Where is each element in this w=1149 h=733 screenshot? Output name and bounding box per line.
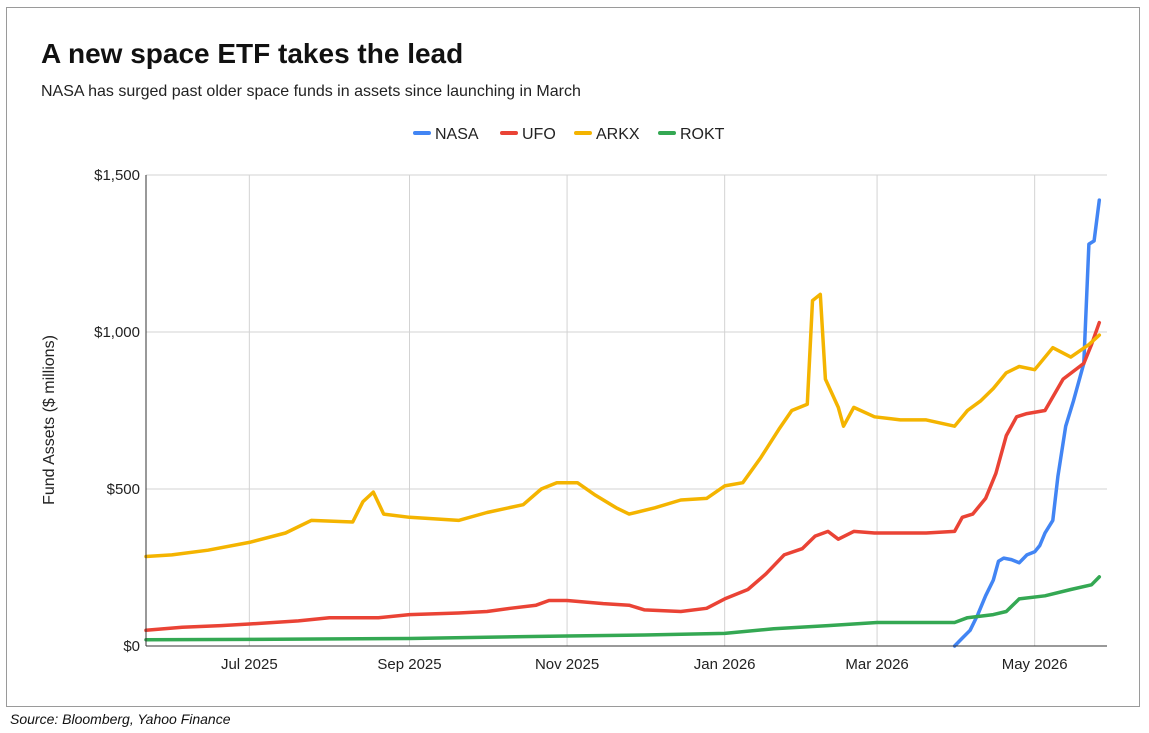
legend-label: ROKT bbox=[680, 126, 725, 143]
legend-item-arkx: ARKX bbox=[574, 126, 640, 143]
chart-subtitle: NASA has surged past older space funds i… bbox=[41, 83, 581, 100]
x-tick-label: Mar 2026 bbox=[845, 656, 908, 673]
chart-source: Source: Bloomberg, Yahoo Finance bbox=[10, 711, 231, 727]
series-line-rokt bbox=[144, 575, 1102, 642]
legend-item-nasa: NASA bbox=[413, 126, 479, 143]
y-axis-label: Fund Assets ($ millions) bbox=[41, 335, 58, 505]
series-line-nasa bbox=[952, 198, 1102, 648]
x-tick-label: Sep 2025 bbox=[377, 656, 441, 673]
legend-item-rokt: ROKT bbox=[658, 126, 725, 143]
legend-label: NASA bbox=[435, 126, 479, 143]
y-tick-label: $500 bbox=[107, 481, 140, 498]
x-tick-label: May 2026 bbox=[1002, 656, 1068, 673]
legend: NASA UFO ARKX ROKT bbox=[413, 126, 725, 143]
gridlines bbox=[146, 174, 1107, 646]
legend-item-ufo: UFO bbox=[500, 126, 556, 143]
legend-label: ARKX bbox=[596, 126, 640, 143]
y-tick-label: $1,000 bbox=[94, 324, 140, 341]
series-line-arkx bbox=[144, 292, 1102, 559]
series-line-ufo bbox=[144, 320, 1102, 633]
legend-label: UFO bbox=[522, 126, 556, 143]
chart-title: A new space ETF takes the lead bbox=[41, 38, 464, 69]
x-tick-label: Jan 2026 bbox=[694, 656, 756, 673]
series-lines bbox=[144, 198, 1102, 648]
y-tick-label: $1,500 bbox=[94, 167, 140, 184]
x-tick-label: Jul 2025 bbox=[221, 656, 278, 673]
x-tick-label: Nov 2025 bbox=[535, 656, 599, 673]
chart-frame bbox=[6, 7, 1140, 707]
y-tick-label: $0 bbox=[123, 638, 140, 655]
axes: $0 $500 $1,000 $1,500 Jul 2025 Sep 2025 Nov 20… bbox=[94, 167, 1107, 673]
